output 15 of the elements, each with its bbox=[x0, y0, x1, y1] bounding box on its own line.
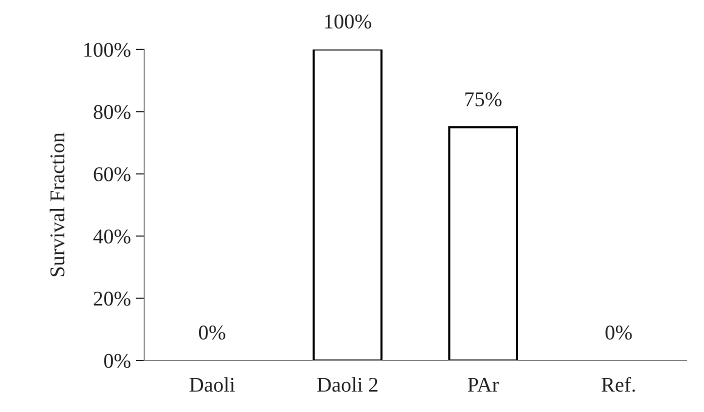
y-tick-label: 80% bbox=[94, 105, 130, 120]
x-tick-label: Daoli bbox=[190, 377, 235, 392]
data-label: 0% bbox=[606, 326, 632, 340]
y-tick-label: 100% bbox=[84, 42, 130, 57]
x-tick-label: Daoli 2 bbox=[317, 377, 378, 392]
y-tick-label: 60% bbox=[94, 167, 130, 182]
y-tick-label: 20% bbox=[94, 292, 130, 306]
data-label: 75% bbox=[465, 92, 502, 106]
y-tick-label: 0% bbox=[104, 354, 130, 368]
x-tick-label: PAr bbox=[468, 378, 499, 392]
data-label: 0% bbox=[198, 326, 226, 340]
y-axis-title: Survival Fraction bbox=[50, 132, 64, 276]
data-label: 100% bbox=[325, 14, 372, 29]
y-tick-label: 40% bbox=[93, 229, 130, 244]
x-tick-label: Ref. bbox=[602, 376, 635, 392]
